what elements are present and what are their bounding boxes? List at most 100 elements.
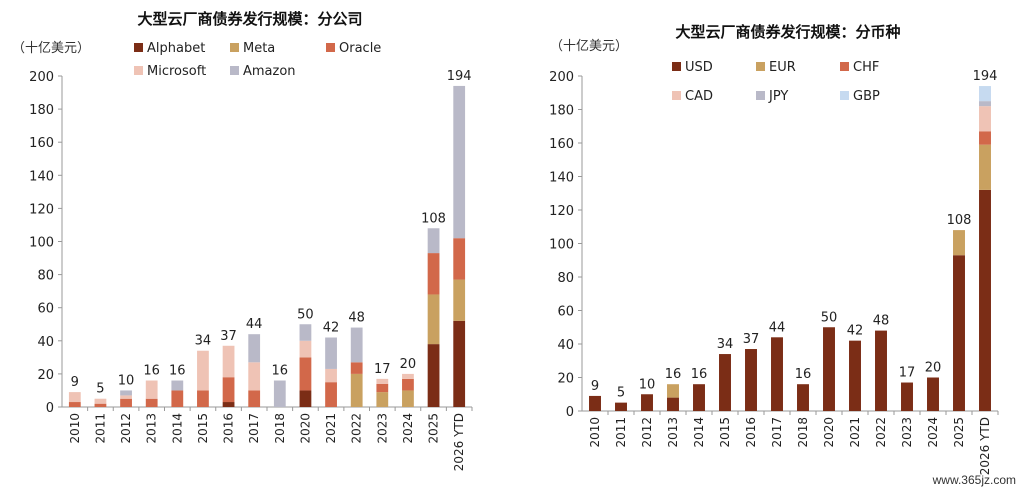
bar-segment-amazon-2020 [299, 324, 312, 341]
legend-swatch-alphabet [134, 43, 143, 52]
bar-segment-chf-2026-ytd [979, 131, 991, 145]
x-tick-label-2012: 2012 [640, 417, 654, 448]
y-tick-label: 60 [37, 302, 54, 317]
bar-segment-microsoft-2021 [325, 368, 337, 383]
bar-segment-usd-2023 [901, 382, 913, 411]
legend-swatch-gbp [840, 91, 849, 100]
x-tick-label-2013: 2013 [666, 417, 680, 448]
x-tick-label-2011: 2011 [614, 417, 628, 448]
bar-segment-amazon-2022 [350, 327, 363, 363]
bar-segment-eur-2026-ytd [979, 144, 991, 190]
total-label-2025: 108 [947, 213, 972, 228]
legend-swatch-usd [672, 62, 681, 71]
bar-segment-oracle-2014 [171, 390, 184, 407]
bar-segment-oracle-2024 [402, 378, 414, 391]
y-tick-label: 80 [37, 269, 54, 284]
total-label-2021: 42 [323, 320, 340, 335]
total-label-2021: 42 [847, 324, 864, 339]
bar-segment-usd-2018 [797, 384, 809, 411]
bar-segment-oracle-2020 [299, 357, 312, 391]
bar-segment-microsoft-2017 [248, 362, 261, 391]
y-tick-label: 20 [557, 372, 574, 387]
x-tick-label-2022: 2022 [350, 413, 364, 444]
bar-segment-amazon-2021 [325, 337, 337, 369]
bar-segment-oracle-2016 [222, 377, 235, 403]
x-tick-label-2015: 2015 [718, 417, 732, 448]
total-label-2014: 16 [691, 367, 708, 382]
bar-segment-oracle-2022 [350, 362, 363, 374]
bar-segment-alphabet-2025 [427, 344, 440, 407]
bar-segment-jpy-2026-ytd [979, 101, 991, 107]
total-label-2024: 20 [925, 361, 942, 376]
legend-label-eur: EUR [769, 60, 796, 75]
total-label-2024: 20 [400, 357, 417, 372]
y-tick-label: 180 [29, 103, 54, 118]
bar-segment-usd-2020 [823, 327, 835, 411]
bar-segment-oracle-2021 [325, 382, 337, 407]
legend-swatch-meta [230, 43, 239, 52]
y-tick-label: 140 [29, 169, 54, 184]
bar-segment-oracle-2015 [197, 390, 209, 407]
x-tick-label-2021: 2021 [848, 417, 862, 448]
bar-segment-gbp-2026-ytd [979, 86, 991, 102]
legend-swatch-amazon [230, 66, 239, 75]
legend-label-jpy: JPY [768, 89, 788, 104]
total-label-2011: 5 [96, 382, 104, 397]
x-tick-label-2022: 2022 [874, 417, 888, 448]
bar-segment-oracle-2012 [120, 398, 132, 407]
total-label-2020: 50 [821, 310, 838, 325]
bar-segment-eur-2013 [667, 384, 679, 398]
legend-swatch-oracle [326, 43, 335, 52]
bar-segment-meta-2025 [427, 294, 440, 345]
bar-segment-oracle-2026-ytd [453, 238, 466, 280]
x-tick-label-2024: 2024 [926, 417, 940, 448]
total-label-2022: 48 [873, 314, 890, 329]
total-label-2010: 9 [591, 379, 599, 394]
bar-segment-oracle-2017 [248, 390, 261, 407]
legend-swatch-chf [840, 62, 849, 71]
bar-segment-usd-2012 [641, 394, 653, 411]
x-tick-label-2026-ytd: 2026 YTD [452, 413, 466, 471]
chart-by-currency: 大型云厂商债券发行规模：分币种 （十亿美元） USD EUR CHF CAD JPY GBP 0… [520, 0, 1024, 493]
bar-segment-microsoft-2012 [120, 395, 132, 399]
total-label-2012: 10 [118, 373, 135, 388]
bar-segment-usd-2013 [667, 397, 679, 411]
legend-label-oracle: Oracle [339, 41, 381, 56]
bar-segment-oracle-2023 [376, 383, 389, 393]
bar-segment-amazon-2025 [427, 228, 440, 254]
x-tick-label-2025: 2025 [952, 417, 966, 448]
bar-segment-usd-2010 [589, 395, 601, 411]
y-tick-label: 40 [37, 335, 54, 350]
y-tick-label: 100 [29, 236, 54, 251]
bar-segment-microsoft-2016 [222, 345, 235, 378]
total-label-2022: 48 [348, 311, 365, 326]
y-tick-label: 80 [557, 271, 574, 286]
bar-segment-usd-2022 [875, 330, 887, 411]
total-label-2020: 50 [297, 307, 314, 322]
x-tick-label-2014: 2014 [170, 413, 184, 444]
chart-by-currency-svg: 大型云厂商债券发行规模：分币种 （十亿美元） USD EUR CHF CAD JPY GBP 0… [549, 23, 999, 475]
bar-segment-meta-2022 [350, 373, 363, 407]
total-label-2010: 9 [71, 375, 79, 390]
bar-segment-cad-2026-ytd [979, 106, 991, 132]
total-label-2016: 37 [743, 332, 760, 347]
legend-swatch-jpy [756, 91, 765, 100]
bar-segment-alphabet-2016 [222, 402, 235, 407]
bar-segment-microsoft-2023 [376, 378, 389, 384]
total-label-2018: 16 [795, 367, 812, 382]
bar-segment-usd-2011 [615, 402, 627, 411]
total-label-2025: 108 [421, 211, 446, 226]
bar-segment-microsoft-2015 [197, 350, 209, 391]
y-tick-label: 120 [29, 202, 54, 217]
bar-segment-amazon-2014 [171, 380, 184, 391]
bar-segment-alphabet-2020 [299, 390, 312, 407]
total-label-2012: 10 [639, 377, 656, 392]
x-tick-label-2016: 2016 [744, 417, 758, 448]
legend-swatch-cad [672, 91, 681, 100]
bar-segment-oracle-2025 [427, 253, 440, 295]
x-tick-label-2020: 2020 [822, 417, 836, 448]
y-tick-label: 100 [549, 238, 574, 253]
x-tick-label-2016: 2016 [222, 413, 236, 444]
bar-segment-amazon-2026-ytd [453, 85, 466, 239]
legend-label-meta: Meta [243, 41, 275, 56]
